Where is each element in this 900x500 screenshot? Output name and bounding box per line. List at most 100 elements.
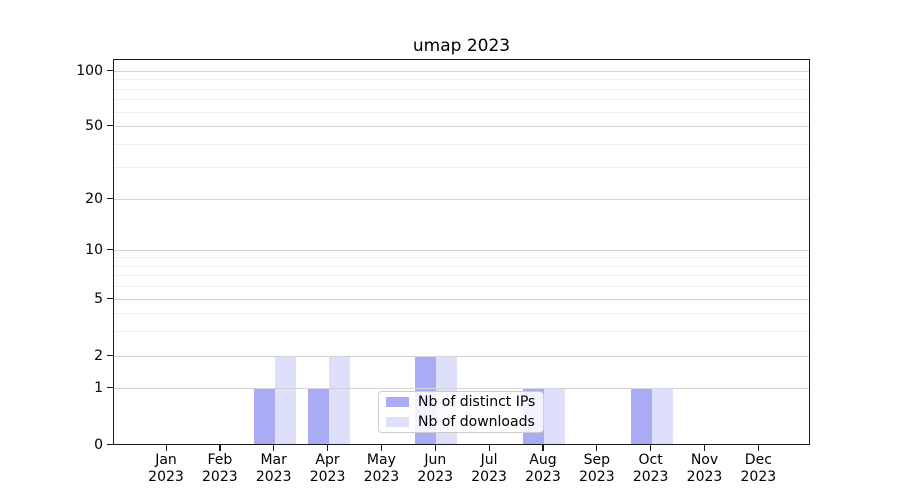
y-tick-label: 2 [94, 348, 103, 364]
major-gridline [114, 126, 809, 127]
legend-swatch-distinct-ips [386, 397, 409, 407]
x-tick-mark [757, 445, 760, 451]
x-tick-year: 2023 [740, 469, 777, 485]
x-tick-mark [165, 445, 167, 451]
bar-nb-of-distinct-ips-mar [253, 388, 275, 444]
major-gridline [114, 388, 809, 389]
x-tick-mark [488, 445, 490, 451]
y-tick-label: 10 [85, 242, 103, 258]
x-tick-label: Aug 2023 [513, 452, 573, 486]
major-gridline [114, 71, 809, 72]
x-tick-mark [273, 445, 275, 451]
minor-gridline [114, 111, 809, 113]
major-gridline [114, 199, 809, 200]
y-tick-mark [107, 249, 113, 251]
y-tick-label: 1 [94, 380, 103, 396]
x-tick-label: Feb 2023 [190, 452, 250, 486]
legend-item-downloads: Nb of downloads [386, 414, 535, 430]
minor-gridline [114, 286, 809, 288]
x-tick-month: Oct [638, 452, 663, 468]
x-tick-label: Sep 2023 [567, 452, 627, 486]
y-tick-label: 5 [94, 291, 103, 307]
x-tick-label: Dec 2023 [728, 452, 788, 486]
x-tick-year: 2023 [417, 469, 454, 485]
x-tick-label: Jun 2023 [405, 452, 465, 486]
x-tick-mark [434, 445, 436, 451]
x-tick-month: Mar [260, 452, 287, 468]
x-tick-label: Mar 2023 [244, 452, 304, 486]
x-tick-month: Jun [424, 452, 447, 468]
minor-gridline [114, 312, 809, 314]
x-tick-month: Jan [155, 452, 177, 468]
y-tick-mark [107, 355, 113, 357]
x-tick-month: Dec [744, 452, 772, 468]
x-tick-label: Nov 2023 [675, 452, 735, 486]
x-tick-mark [704, 445, 706, 451]
x-tick-mark [596, 445, 598, 451]
x-tick-month: Nov [690, 452, 719, 468]
x-tick-mark [542, 445, 544, 451]
x-tick-month: Apr [315, 452, 340, 468]
plot-area: Nb of distinct IPs Nb of downloads [113, 59, 810, 445]
x-tick-label: Jan 2023 [136, 452, 196, 486]
x-tick-label: Jul 2023 [459, 452, 519, 486]
x-tick-year: 2023 [578, 469, 615, 485]
x-tick-year: 2023 [202, 469, 238, 485]
y-tick-mark [107, 298, 113, 300]
y-tick-label: 20 [85, 191, 103, 207]
bar-nb-of-distinct-ips-oct [630, 388, 652, 444]
x-tick-month: Feb [207, 452, 233, 468]
x-tick-year: 2023 [363, 469, 400, 485]
y-tick-mark [107, 70, 113, 72]
bar-nb-of-downloads-apr [328, 356, 350, 444]
x-tick-month: Jul [480, 452, 498, 468]
x-tick-mark [219, 445, 221, 451]
bar-nb-of-downloads-mar [274, 356, 296, 444]
y-tick-label: 100 [76, 63, 103, 79]
x-tick-year: 2023 [632, 469, 669, 485]
x-tick-month: Sep [583, 452, 610, 468]
y-tick-mark [107, 387, 113, 389]
x-tick-year: 2023 [686, 469, 723, 485]
x-tick-mark [327, 445, 329, 451]
y-tick-mark [107, 198, 113, 200]
legend-label-distinct-ips: Nb of distinct IPs [418, 394, 536, 410]
y-tick-mark [107, 444, 113, 446]
x-tick-year: 2023 [148, 469, 184, 485]
minor-gridline [114, 166, 809, 168]
minor-gridline [114, 79, 809, 81]
minor-gridline [114, 99, 809, 101]
bar-nb-of-distinct-ips-apr [307, 388, 329, 444]
major-gridline [114, 250, 809, 251]
x-tick-year: 2023 [525, 469, 561, 485]
minor-gridline [114, 257, 809, 259]
x-tick-mark [380, 445, 383, 451]
minor-gridline [114, 275, 809, 277]
x-tick-year: 2023 [255, 469, 292, 485]
x-tick-label: Oct 2023 [621, 452, 681, 486]
x-tick-mark [650, 445, 652, 451]
x-tick-year: 2023 [309, 469, 346, 485]
x-tick-label: May 2023 [351, 452, 411, 486]
major-gridline [114, 356, 809, 357]
legend: Nb of distinct IPs Nb of downloads [378, 391, 544, 433]
legend-swatch-downloads [386, 417, 409, 427]
y-tick-label: 50 [85, 118, 103, 134]
minor-gridline [114, 143, 809, 145]
major-gridline [114, 299, 809, 300]
bar-nb-of-downloads-oct [651, 388, 673, 444]
legend-item-distinct-ips: Nb of distinct IPs [386, 394, 535, 410]
x-tick-month: Aug [529, 452, 557, 468]
chart-title: umap 2023 [412, 36, 511, 56]
legend-label-downloads: Nb of downloads [418, 414, 535, 430]
y-tick-mark [107, 125, 113, 127]
x-tick-year: 2023 [471, 469, 507, 485]
minor-gridline [114, 88, 809, 90]
minor-gridline [114, 330, 809, 332]
x-tick-label: Apr 2023 [298, 452, 358, 486]
y-tick-label: 0 [94, 437, 103, 453]
minor-gridline [114, 265, 809, 267]
x-tick-month: May [366, 452, 396, 468]
bar-nb-of-downloads-aug [543, 388, 565, 444]
